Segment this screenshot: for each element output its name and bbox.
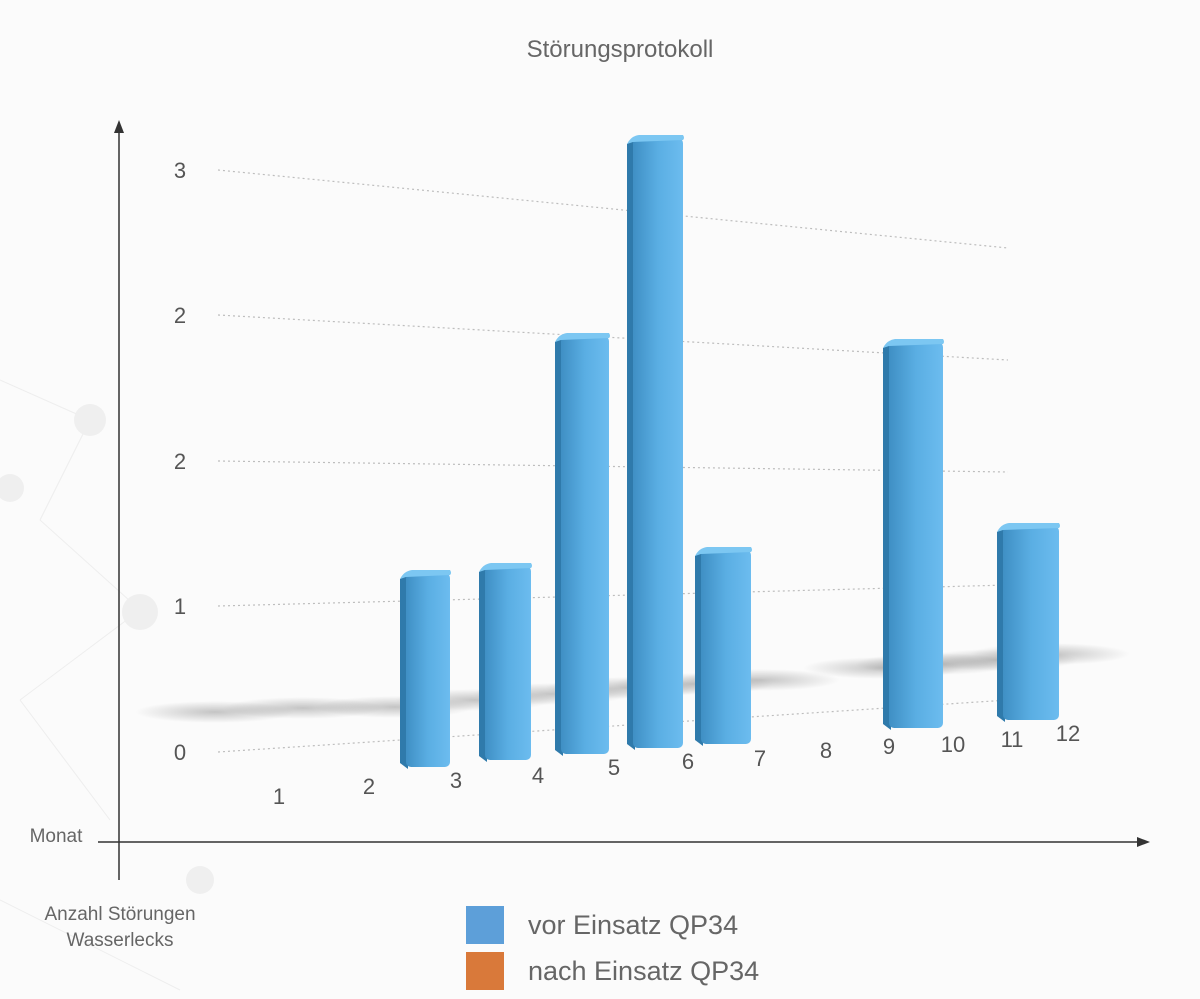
x-tick-label: 5: [608, 755, 620, 780]
x-tick-label: 1: [273, 784, 285, 809]
chart-title: Störungsprotokoll: [526, 36, 714, 63]
bar-front: [633, 138, 683, 748]
bar-month-11: [997, 523, 1060, 722]
gridline: [217, 169, 1009, 249]
legend-swatch-vor: [466, 906, 504, 944]
bar-top: [555, 333, 610, 342]
bar-month-9: [883, 339, 944, 730]
y-axis-label-line-2: Wasserlecks: [66, 930, 174, 951]
gridline: [217, 699, 1009, 753]
bar-month-6: [627, 135, 684, 750]
legend-label-vor: vor Einsatz QP34: [528, 909, 739, 940]
bar-top: [627, 135, 684, 144]
x-tick-label: 7: [754, 746, 766, 771]
x-tick-label: 6: [682, 749, 694, 774]
bar-top: [695, 547, 752, 556]
bar-top: [997, 523, 1060, 532]
legend-item-nach: nach Einsatz QP34: [466, 952, 759, 990]
bar-month-4: [479, 563, 532, 762]
gridline: [217, 460, 1009, 473]
x-tick-label: 8: [820, 738, 832, 763]
x-tick-label: 9: [883, 734, 895, 759]
x-tick-label: 11: [1001, 727, 1024, 752]
bar-front: [889, 342, 943, 728]
legend-item-vor: vor Einsatz QP34: [466, 906, 738, 944]
bar-front: [701, 550, 751, 744]
bar-month-3: [400, 570, 451, 769]
bar-front: [561, 336, 609, 754]
x-tick-label: 3: [450, 768, 462, 793]
bar-top: [883, 339, 944, 348]
x-tick-label: 12: [1056, 721, 1080, 746]
y-tick-label: 3: [174, 158, 186, 183]
y-tick-label: 2: [174, 449, 186, 474]
y-tick-label: 1: [174, 594, 186, 619]
x-tick-label: 10: [941, 732, 965, 757]
x-axis-arrow: [1137, 837, 1150, 847]
gridline: [217, 584, 1009, 607]
y-axis-label-line-1: Anzahl Störungen: [44, 904, 196, 925]
bar-front: [406, 573, 450, 767]
x-tick-label: 4: [532, 763, 544, 788]
legend-label-nach: nach Einsatz QP34: [528, 955, 760, 986]
y-axis-arrow: [114, 120, 124, 133]
x-tick-label: 2: [363, 774, 375, 799]
bar-month-5: [555, 333, 610, 756]
y-tick-label: 2: [174, 303, 186, 328]
y-tick-label: 0: [174, 740, 186, 765]
bar-top: [479, 563, 532, 572]
legend-swatch-nach: [466, 952, 504, 990]
bar-front: [485, 566, 531, 760]
y-axis-label: Anzahl Störungen Wasserlecks: [0, 902, 240, 954]
bar-month-7: [695, 547, 752, 746]
bar-top: [400, 570, 451, 579]
gridline: [217, 314, 1009, 361]
x-axis-label: Monat: [29, 826, 83, 847]
bar-front: [1003, 526, 1059, 720]
